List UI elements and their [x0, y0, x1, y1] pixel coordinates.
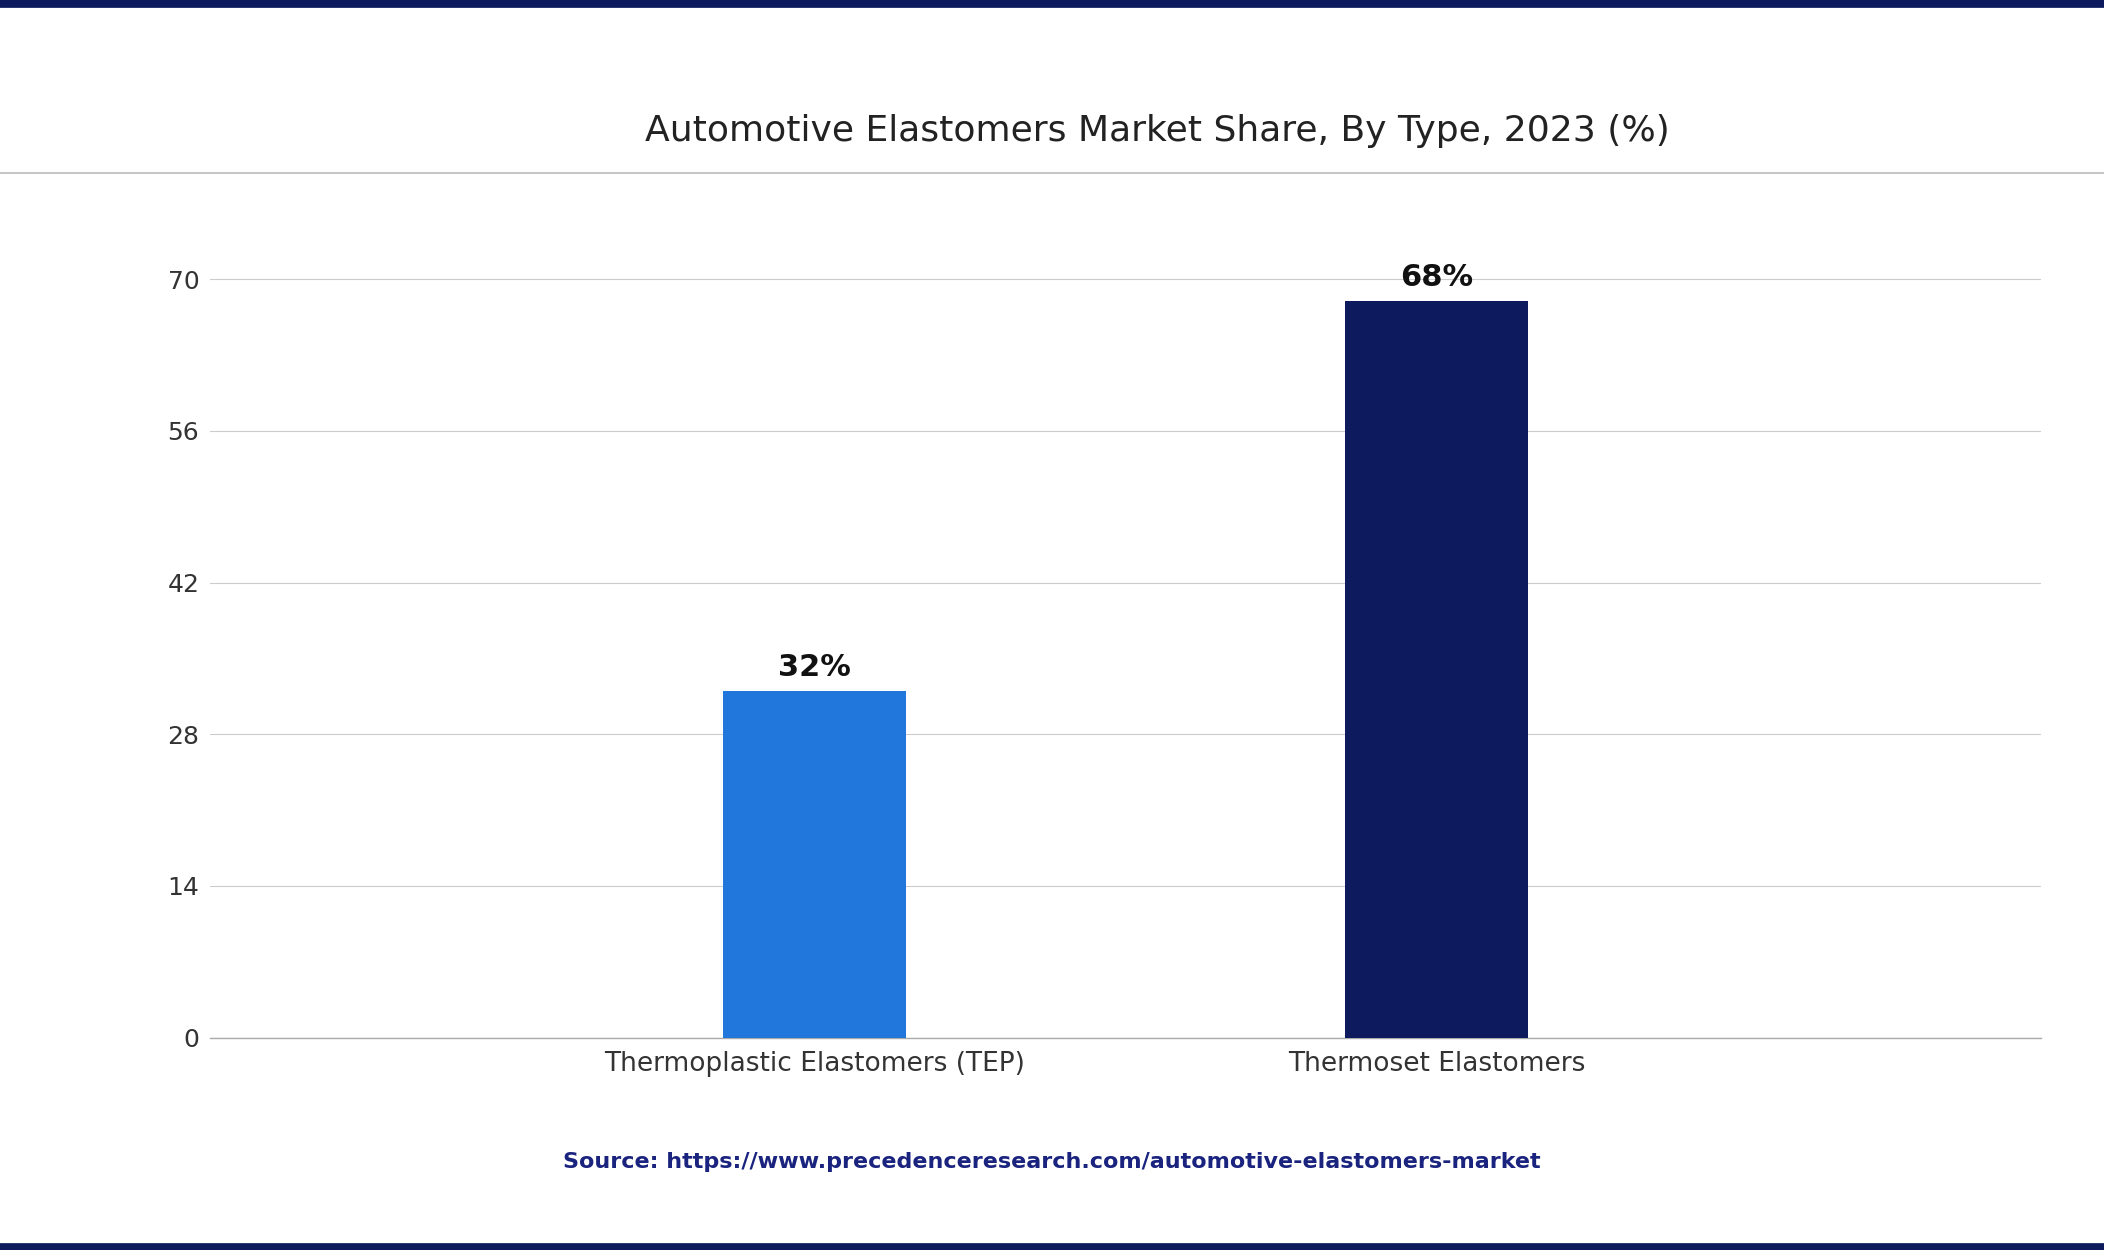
Text: Automotive Elastomers Market Share, By Type, 2023 (%): Automotive Elastomers Market Share, By T…	[644, 114, 1671, 149]
Bar	[1344, 301, 1528, 1038]
Bar	[724, 691, 907, 1038]
Text: 32%: 32%	[778, 654, 850, 682]
Text: 68%: 68%	[1401, 264, 1473, 292]
Text: Source: https://www.precedenceresearch.com/automotive-elastomers-market: Source: https://www.precedenceresearch.c…	[564, 1152, 1540, 1172]
